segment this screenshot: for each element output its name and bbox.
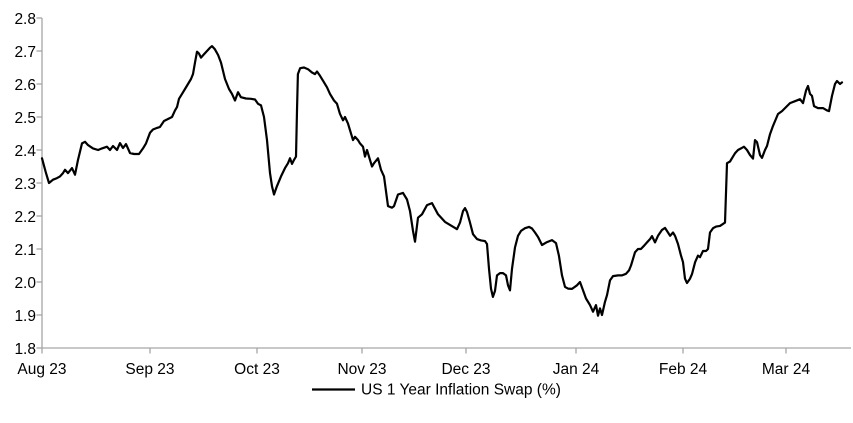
x-tick-label: Oct 23 [234, 361, 280, 378]
legend: US 1 Year Inflation Swap (%) [312, 382, 561, 399]
y-tick-label: 2.0 [14, 275, 36, 292]
series-line [40, 45, 844, 317]
x-tick-label: Feb 24 [659, 361, 708, 378]
legend-label: US 1 Year Inflation Swap (%) [361, 382, 561, 399]
y-tick-label: 1.9 [14, 308, 36, 325]
x-tick-label: Mar 24 [762, 361, 811, 378]
x-tick-label: Aug 23 [17, 361, 66, 378]
y-tick-label: 2.8 [14, 11, 36, 28]
x-tick-label: Dec 23 [441, 361, 490, 378]
y-tick-label: 2.3 [14, 176, 36, 193]
x-tick-label: Nov 23 [337, 361, 386, 378]
y-tick-label: 2.4 [14, 143, 36, 160]
y-tick-label: 2.2 [14, 209, 36, 226]
x-tick-label: Sep 23 [125, 361, 174, 378]
x-tick-label: Jan 24 [553, 361, 600, 378]
y-tick-label: 1.8 [14, 341, 36, 358]
y-tick-label: 2.7 [14, 44, 36, 61]
y-tick-label: 2.6 [14, 77, 36, 94]
y-tick-label: 2.1 [14, 242, 36, 259]
y-tick-label: 2.5 [14, 110, 36, 127]
